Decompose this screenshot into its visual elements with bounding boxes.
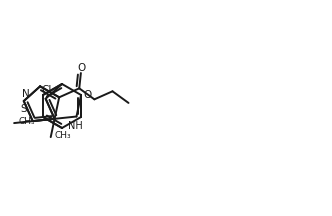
Text: O: O [83,90,92,100]
Text: CH₃: CH₃ [55,131,71,140]
Text: NH: NH [68,121,83,130]
Text: N: N [22,89,30,99]
Text: O: O [78,63,86,73]
Text: CH₃: CH₃ [18,117,35,125]
Text: S: S [21,104,27,114]
Text: Cl: Cl [42,85,52,95]
